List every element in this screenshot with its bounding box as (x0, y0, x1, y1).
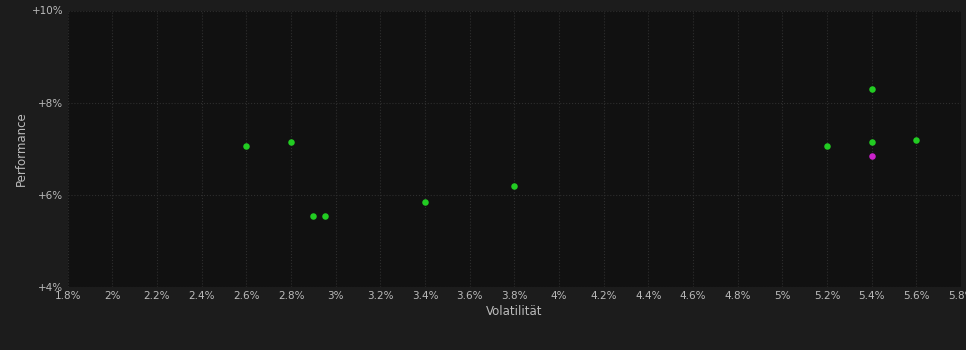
X-axis label: Volatilität: Volatilität (486, 305, 543, 318)
Point (865, 86, 880, 92)
Y-axis label: Performance: Performance (14, 111, 28, 186)
Point (506, 183, 522, 188)
Point (909, 137, 924, 142)
Point (417, 199, 433, 204)
Point (865, 153, 880, 159)
Point (305, 213, 321, 218)
Point (239, 144, 254, 149)
Point (865, 139, 880, 145)
Point (317, 213, 332, 218)
Point (283, 139, 298, 145)
Point (819, 144, 835, 149)
